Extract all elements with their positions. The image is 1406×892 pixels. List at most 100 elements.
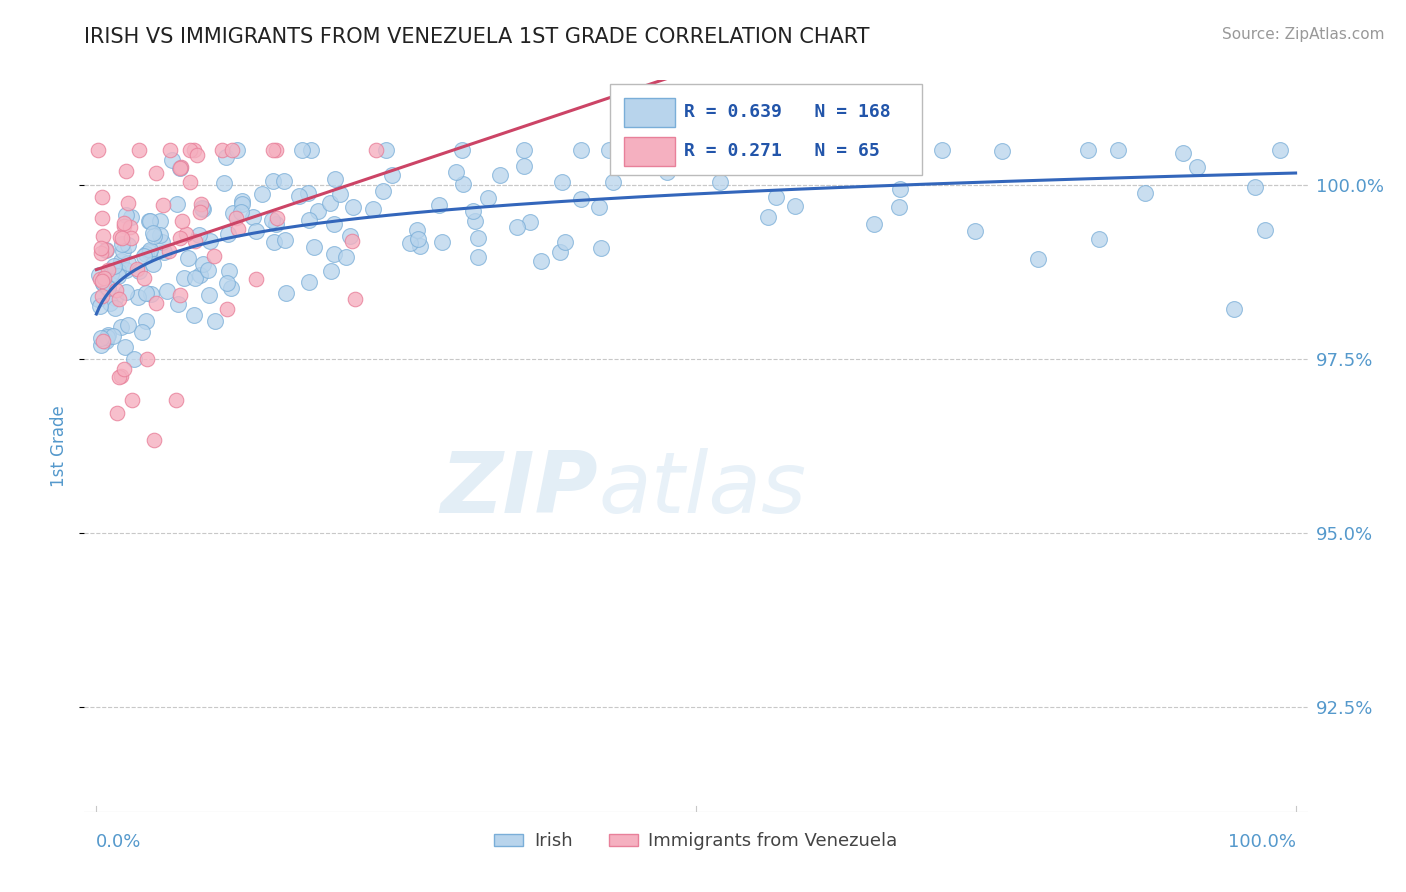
Point bbox=[108, 370, 131, 384]
Point bbox=[128, 264, 150, 278]
Point bbox=[602, 175, 624, 189]
Point bbox=[187, 227, 209, 242]
Point bbox=[96, 327, 118, 342]
FancyBboxPatch shape bbox=[624, 98, 675, 127]
Point bbox=[132, 249, 155, 263]
Point bbox=[91, 276, 114, 290]
Point bbox=[519, 215, 541, 229]
Point bbox=[221, 143, 243, 157]
Point bbox=[302, 240, 325, 254]
Point bbox=[298, 212, 321, 227]
Point bbox=[138, 214, 160, 228]
Point bbox=[264, 217, 287, 231]
Point bbox=[319, 264, 342, 278]
Point bbox=[291, 143, 314, 157]
Point bbox=[273, 233, 295, 247]
Point bbox=[342, 234, 364, 248]
Point bbox=[323, 172, 346, 186]
Point bbox=[1244, 180, 1267, 194]
Point bbox=[214, 150, 236, 164]
Point bbox=[193, 202, 215, 217]
Point bbox=[666, 143, 689, 157]
Point bbox=[399, 236, 422, 251]
Point bbox=[104, 301, 127, 316]
Point bbox=[381, 168, 404, 182]
Point bbox=[274, 285, 297, 300]
Point bbox=[105, 283, 128, 297]
Point bbox=[110, 368, 132, 383]
Point bbox=[211, 143, 233, 157]
Point bbox=[548, 245, 571, 260]
Point bbox=[242, 210, 264, 224]
Point bbox=[150, 235, 173, 249]
Point bbox=[117, 196, 139, 211]
Point bbox=[97, 263, 120, 277]
Point bbox=[174, 227, 197, 241]
Point bbox=[489, 168, 512, 182]
Point bbox=[1088, 232, 1111, 246]
Point bbox=[218, 263, 240, 277]
Point bbox=[115, 285, 138, 299]
Point bbox=[114, 361, 136, 376]
Point bbox=[217, 301, 239, 316]
Point bbox=[127, 262, 149, 277]
Point bbox=[169, 160, 191, 174]
Point bbox=[225, 211, 247, 225]
Point bbox=[90, 289, 112, 303]
Point bbox=[152, 198, 174, 212]
Point bbox=[569, 192, 592, 206]
Point bbox=[112, 244, 135, 258]
Point bbox=[110, 230, 132, 244]
Point bbox=[298, 275, 321, 289]
Text: atlas: atlas bbox=[598, 449, 806, 532]
Point bbox=[931, 143, 953, 157]
Point bbox=[131, 325, 153, 339]
Point bbox=[138, 244, 160, 259]
Point bbox=[179, 143, 201, 157]
Point bbox=[297, 186, 319, 200]
Point bbox=[162, 153, 184, 168]
FancyBboxPatch shape bbox=[610, 84, 922, 176]
Point bbox=[120, 231, 142, 245]
Point bbox=[226, 222, 249, 236]
Point bbox=[344, 293, 367, 307]
Point bbox=[97, 281, 120, 295]
Point bbox=[139, 214, 162, 228]
Point bbox=[748, 160, 770, 174]
Point bbox=[94, 243, 117, 257]
Text: Source: ZipAtlas.com: Source: ZipAtlas.com bbox=[1222, 27, 1385, 42]
Point bbox=[114, 340, 136, 354]
Point bbox=[127, 290, 149, 304]
Point bbox=[89, 268, 111, 283]
Point bbox=[110, 320, 132, 334]
Point bbox=[219, 280, 242, 294]
Point bbox=[90, 331, 112, 345]
Point bbox=[262, 174, 284, 188]
Point bbox=[245, 223, 267, 237]
Point bbox=[889, 182, 911, 196]
Point bbox=[231, 194, 253, 208]
Point bbox=[128, 143, 150, 157]
Point bbox=[104, 291, 127, 305]
Point bbox=[156, 285, 179, 299]
Point bbox=[172, 213, 194, 227]
Point bbox=[571, 143, 593, 157]
Point bbox=[191, 256, 214, 270]
Point bbox=[1185, 160, 1208, 174]
Point bbox=[98, 296, 121, 310]
Point bbox=[266, 211, 288, 226]
Point bbox=[110, 254, 132, 268]
Point bbox=[177, 251, 200, 265]
Point bbox=[191, 201, 214, 215]
Point bbox=[887, 200, 910, 214]
Point bbox=[406, 223, 429, 237]
Point bbox=[245, 271, 267, 285]
Point bbox=[89, 299, 111, 313]
Point bbox=[1173, 146, 1195, 161]
Point bbox=[149, 214, 172, 228]
FancyBboxPatch shape bbox=[624, 136, 675, 166]
Point bbox=[143, 434, 166, 448]
Point bbox=[103, 259, 125, 273]
Point bbox=[120, 211, 142, 225]
Point bbox=[135, 314, 157, 328]
